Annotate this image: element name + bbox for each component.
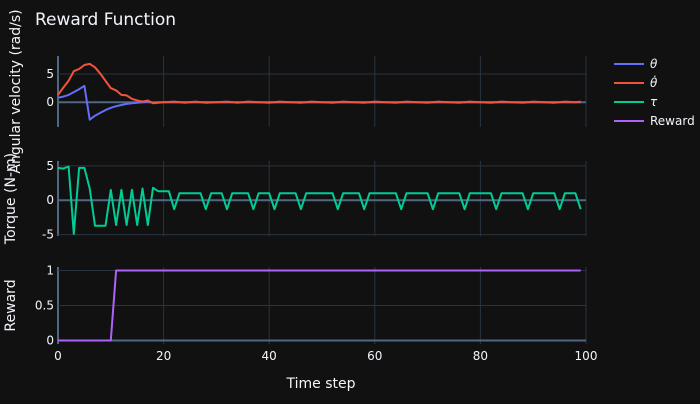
x-tick-label: 100: [575, 349, 598, 363]
x-axis-title: Time step: [286, 376, 356, 392]
y-tick-label: 0: [46, 193, 54, 207]
y-axis-title: Torque (N-m): [3, 153, 19, 245]
series-line-reward: [58, 269, 581, 342]
panel-1: 0 5 Angular velocity (rad/s): [8, 9, 587, 174]
series-line-theta-dot: [57, 62, 581, 105]
panel-2: -5 0 5 Torque (N-m): [3, 153, 587, 245]
series-line-tau: [57, 165, 582, 235]
legend-label: θ̇: [650, 75, 658, 90]
y-axis-title: Reward: [3, 279, 19, 331]
y-tick-label: 0.5: [35, 299, 54, 313]
y-axis-title: Angular velocity (rad/s): [8, 9, 24, 173]
x-tick-label: 0: [54, 349, 62, 363]
panel-3: 0 0.5 1 Reward 0 20 40 60 80 100: [3, 264, 597, 364]
plot-layer: 0 5 Angular velocity (rad/s) -5 0 5 Torque (N-…: [3, 9, 597, 363]
y-tick-label: 5: [46, 67, 54, 81]
legend-label: τ: [650, 95, 658, 109]
y-tick-label: 5: [46, 159, 54, 173]
legend-label: Reward: [650, 114, 695, 128]
chart-title: Reward Function: [35, 10, 176, 30]
legend-label: θ: [650, 57, 658, 71]
x-tick-label: 20: [156, 349, 171, 363]
legend: θ θ̇ τ Reward: [614, 57, 695, 128]
y-tick-label: 1: [46, 264, 54, 278]
y-tick-label: 0: [46, 95, 54, 109]
x-tick-label: 40: [262, 349, 277, 363]
x-tick-label: 80: [473, 349, 488, 363]
y-tick-label: -5: [42, 228, 54, 242]
y-tick-label: 0: [46, 334, 54, 348]
x-tick-label: 60: [367, 349, 382, 363]
